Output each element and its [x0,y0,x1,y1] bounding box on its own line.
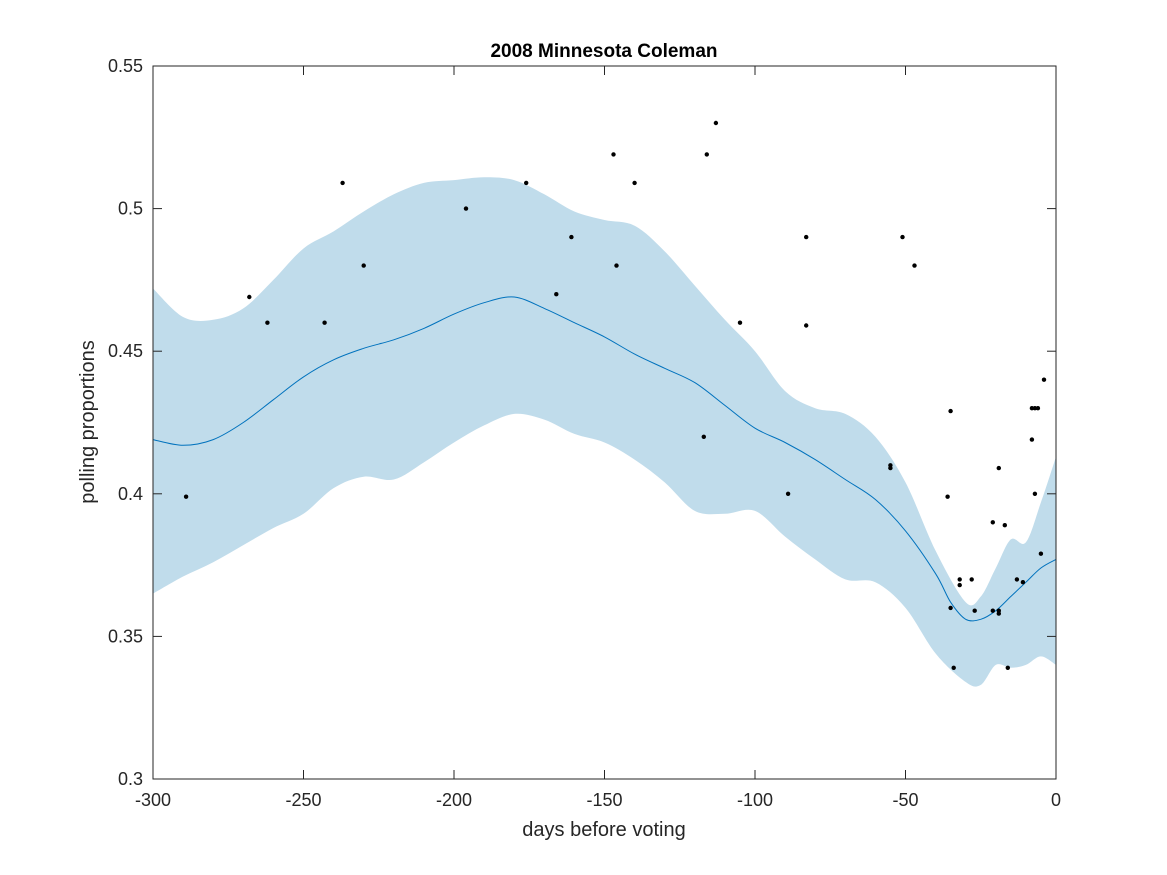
x-tick-label: -50 [892,790,918,810]
data-point [614,263,619,268]
y-tick-label: 0.55 [108,56,143,76]
data-point [1002,523,1007,528]
data-point [996,465,1001,471]
x-tick-label: -200 [436,790,472,810]
data-point [957,582,962,588]
data-point [1005,665,1010,670]
data-point [569,234,574,240]
data-point [524,180,529,186]
data-point [888,465,893,471]
data-point [247,294,252,300]
trend-line [152,296,1057,622]
data-point [1014,577,1020,582]
y-tick-label: 0.4 [118,484,143,504]
confidence-band [153,177,1056,687]
data-point [1035,406,1041,411]
data-point [972,608,977,613]
data-point [340,180,345,186]
data-point [990,520,995,525]
x-tick-label: -250 [285,790,321,810]
data-point [704,152,709,157]
chart-title: 2008 Minnesota Coleman [490,41,717,62]
data-point [951,665,956,670]
plot-area: -300 -250 -200 -150 -100 -50 0 0.3 0.35 0.4 0.45 0.… [108,56,1061,810]
y-tick-label: 0.5 [118,199,143,219]
data-point [969,577,974,582]
data-point [945,494,950,499]
y-axis-label: polling proportions [77,340,99,503]
data-point [804,234,809,240]
x-tick-label: -150 [586,790,622,810]
data-point [948,605,953,611]
data-point [912,263,917,268]
data-point [1029,437,1035,442]
y-tick-label: 0.45 [108,341,143,361]
data-point [554,292,559,297]
data-point [785,491,791,496]
data-point [713,120,719,126]
data-point [1020,580,1026,585]
data-point [361,263,366,268]
data-point [948,408,953,414]
data-point [611,152,616,157]
data-point [1032,491,1038,496]
x-tick-label: -100 [737,790,773,810]
data-point [996,611,1001,616]
data-point [1041,377,1047,382]
data-point [463,206,469,211]
data-point [804,323,809,328]
data-point [990,608,995,613]
x-tick-label: 0 [1051,790,1061,810]
data-point [701,434,706,439]
data-point [1038,551,1044,556]
x-tick-label: -300 [135,790,171,810]
data-point [632,180,637,186]
x-axis-label: days before voting [522,819,685,841]
data-point [957,577,962,582]
data-point [737,320,743,325]
data-point [900,234,905,240]
y-tick-label: 0.3 [118,769,143,789]
data-point [183,494,189,499]
data-point [265,320,270,325]
data-point [322,320,327,325]
y-tick-label: 0.35 [108,626,143,646]
